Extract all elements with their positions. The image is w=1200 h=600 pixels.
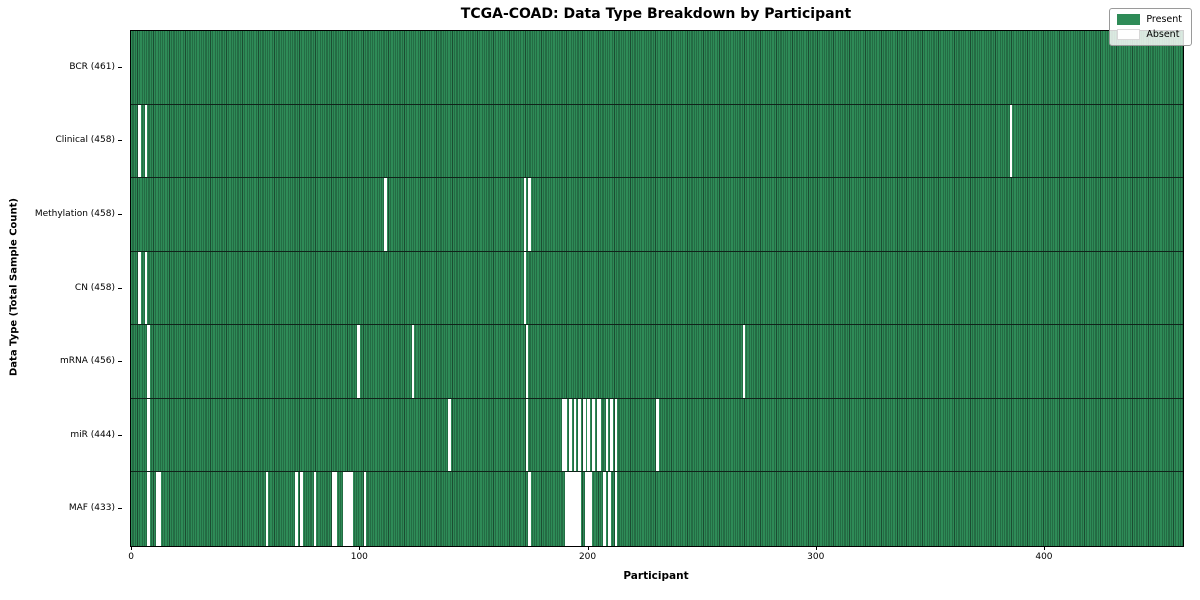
- heatmap-row-maf: [131, 472, 1183, 546]
- legend: Present Absent: [1109, 8, 1192, 46]
- absent-bar: [564, 472, 568, 546]
- y-tick-label-maf: MAF (433): [69, 503, 123, 513]
- absent-bar: [334, 472, 337, 546]
- absent-bar: [610, 398, 613, 472]
- absent-bar: [523, 178, 527, 251]
- absent-bar: [598, 398, 602, 472]
- y-tick-label-mrna: mRNA (456): [60, 356, 122, 366]
- y-tick-label-bcr: BCR (461): [69, 62, 122, 72]
- absent-bar: [605, 398, 609, 472]
- absent-bar: [564, 398, 568, 472]
- absent-bar: [350, 472, 353, 546]
- absent-bar: [313, 472, 317, 546]
- heatmap-row-methylation: [131, 178, 1183, 252]
- heatmap-row-cn: [131, 251, 1183, 326]
- legend-absent-label: Absent: [1146, 29, 1180, 40]
- absent-bar: [569, 472, 572, 546]
- absent-bar: [585, 472, 588, 546]
- absent-bar: [607, 472, 611, 546]
- absent-bar: [562, 398, 565, 472]
- absent-bar: [569, 398, 572, 472]
- absent-bar: [146, 472, 150, 546]
- absent-bar: [573, 398, 577, 472]
- absent-bar: [331, 472, 335, 546]
- x-tick-label: 300: [807, 552, 825, 562]
- absent-bar: [356, 325, 360, 398]
- legend-present-swatch: [1117, 14, 1141, 25]
- absent-bar: [384, 178, 387, 251]
- absent-bar: [347, 472, 351, 546]
- absent-bar: [363, 472, 367, 546]
- heatmap-row-bcr: [131, 31, 1183, 105]
- heatmap-row-mir: [131, 398, 1183, 473]
- legend-entry-present: Present: [1117, 14, 1182, 25]
- heatmap-row-clinical: [131, 104, 1183, 179]
- absent-bar: [343, 472, 346, 546]
- absent-bar: [411, 325, 415, 398]
- absent-bar: [144, 104, 148, 178]
- absent-bar: [575, 472, 579, 546]
- absent-bar: [573, 472, 577, 546]
- absent-bar: [299, 472, 303, 546]
- absent-bar: [578, 398, 581, 472]
- absent-bar: [1009, 104, 1013, 178]
- absent-bar: [528, 472, 531, 546]
- absent-bar: [345, 472, 349, 546]
- x-tick-mark: [1043, 546, 1045, 550]
- absent-bar: [146, 325, 150, 398]
- absent-bar: [596, 398, 600, 472]
- x-tick-label: 100: [350, 552, 368, 562]
- chart-title: TCGA-COAD: Data Type Breakdown by Partic…: [460, 6, 852, 22]
- legend-entry-absent: Absent: [1117, 29, 1182, 40]
- absent-bar: [448, 398, 451, 472]
- x-tick-label: 200: [578, 552, 597, 562]
- absent-bar: [146, 398, 150, 472]
- x-tick-label: 0: [128, 552, 135, 562]
- y-tick-label-methylation: Methylation (458): [35, 209, 123, 219]
- heatmap-row-mrna: [131, 325, 1183, 399]
- absent-bar: [603, 472, 607, 546]
- absent-bar: [137, 251, 141, 325]
- absent-bar: [144, 251, 148, 325]
- x-axis-title: Participant: [623, 570, 689, 582]
- absent-bar: [655, 398, 659, 472]
- absent-bar: [265, 472, 269, 546]
- x-tick-mark: [587, 546, 589, 550]
- absent-bar: [528, 178, 531, 251]
- absent-bar: [614, 398, 618, 472]
- x-tick-mark: [815, 546, 817, 550]
- absent-bar: [158, 472, 162, 546]
- absent-bar: [591, 398, 595, 472]
- legend-present-label: Present: [1146, 14, 1182, 25]
- absent-bar: [295, 472, 298, 546]
- y-tick-label-cn: CN (458): [75, 283, 123, 293]
- absent-bar: [523, 251, 527, 325]
- absent-bar: [525, 398, 529, 472]
- y-tick-label-mir: miR (444): [70, 430, 122, 440]
- y-axis-tick-labels: BCR (461) Clinical (458) Methylation (458)…: [0, 30, 123, 545]
- absent-bar: [566, 472, 570, 546]
- plot-area: [130, 30, 1184, 547]
- absent-bar: [614, 472, 618, 546]
- absent-bar: [742, 325, 746, 398]
- x-tick-mark: [131, 546, 133, 550]
- x-axis: 0 100 200 300 400: [128, 546, 1182, 576]
- absent-bar: [571, 472, 575, 546]
- legend-absent-swatch: [1117, 29, 1141, 40]
- absent-bar: [525, 325, 529, 398]
- absent-bar: [137, 104, 141, 178]
- absent-bar: [582, 398, 586, 472]
- x-tick-label: 400: [1035, 552, 1053, 562]
- y-tick-label-clinical: Clinical (458): [55, 135, 122, 145]
- absent-bar: [587, 472, 591, 546]
- x-tick-mark: [359, 546, 361, 550]
- absent-bar: [156, 472, 159, 546]
- absent-bar: [578, 472, 581, 546]
- absent-bar: [587, 398, 591, 472]
- absent-bar: [589, 472, 593, 546]
